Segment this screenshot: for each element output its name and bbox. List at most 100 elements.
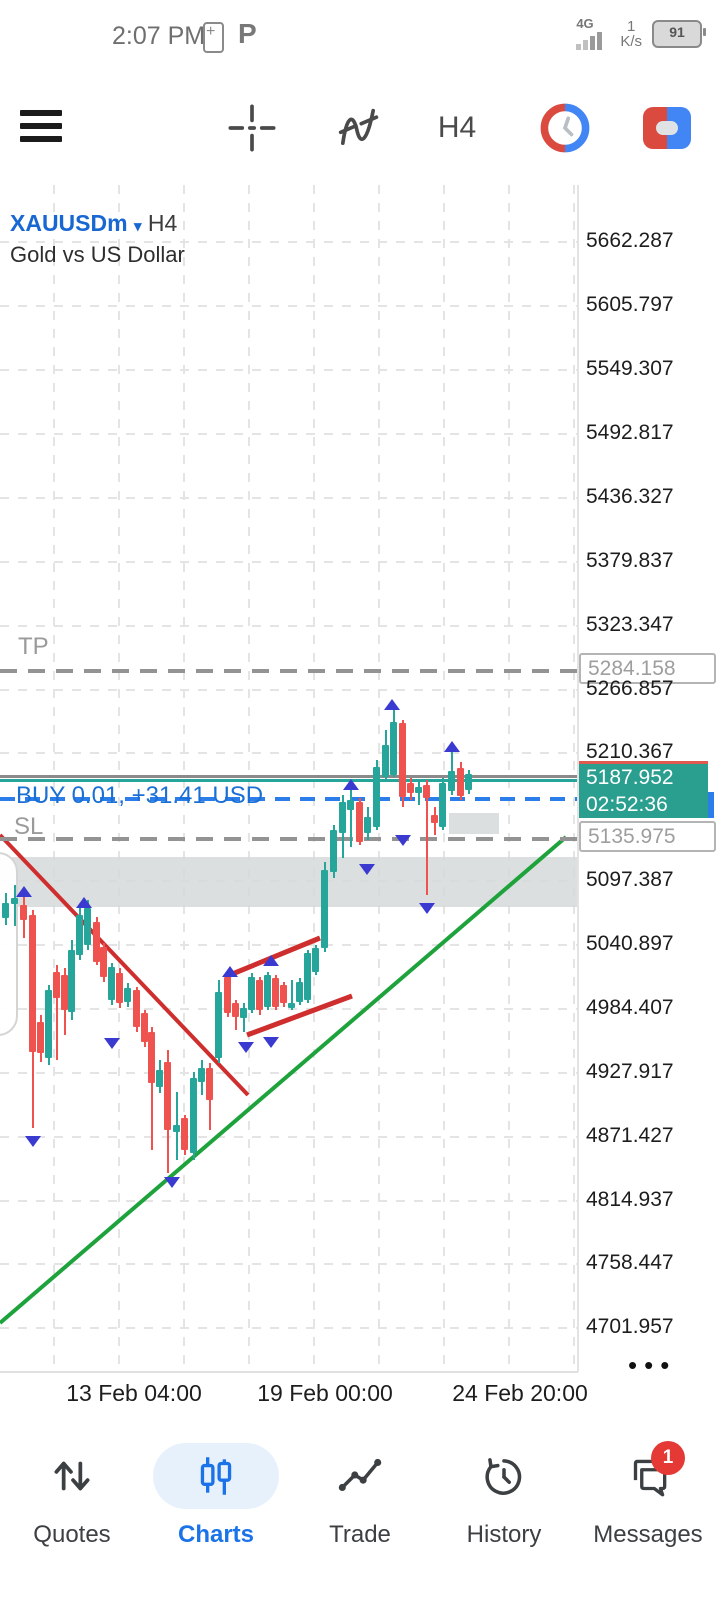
candle-body xyxy=(148,1032,155,1084)
candle-body xyxy=(37,1022,44,1053)
candle-body xyxy=(215,992,222,1059)
candle-wick xyxy=(291,980,293,1011)
v-gridline xyxy=(183,185,185,1372)
candle-body xyxy=(240,1008,247,1019)
symbol-selector[interactable]: XAUUSDm ▾ H4 xyxy=(10,210,177,237)
status-bar: 2:07 PM P 4G 1K/s 91 xyxy=(0,0,720,72)
sl-line-label: SL xyxy=(14,813,44,840)
candle-wick xyxy=(426,780,428,896)
price-axis[interactable]: 5284.158 5187.952 02:52:36 5135.975 ••• … xyxy=(578,185,720,1380)
candle-body xyxy=(439,783,446,828)
candle-body xyxy=(390,722,397,776)
time-axis: 13 Feb 04:00 19 Feb 00:00 24 Feb 20:00 xyxy=(0,1372,720,1418)
charts-icon xyxy=(191,1451,241,1501)
candle-body xyxy=(382,745,389,778)
v-gridline xyxy=(248,185,250,1372)
candle-body xyxy=(264,975,271,1008)
h-gridline xyxy=(0,560,578,563)
price-chart[interactable]: XAUUSDm ▾ H4 Gold vs US Dollar TP BUY 0.… xyxy=(0,185,720,1380)
price-tick-label: 5662.287 xyxy=(586,229,674,253)
menu-icon[interactable] xyxy=(20,110,62,144)
h-gridline xyxy=(0,432,578,435)
h-gridline xyxy=(0,369,578,372)
candle-body xyxy=(76,914,83,956)
crosshair-icon[interactable] xyxy=(226,102,278,154)
nav-charts-label: Charts xyxy=(177,1521,255,1548)
position-open-line[interactable] xyxy=(0,797,578,801)
candle-body xyxy=(190,1078,197,1154)
candle-body xyxy=(2,902,9,918)
chart-plot-area[interactable] xyxy=(0,185,578,1372)
price-tick-label: 4814.937 xyxy=(586,1187,674,1211)
nav-history-label: History xyxy=(466,1521,542,1548)
position-label[interactable]: BUY 0.01, +31.41 USD xyxy=(16,782,264,809)
tp-line-label: TP xyxy=(18,633,49,660)
sl-line[interactable] xyxy=(0,836,578,841)
chevron-down-icon: ▾ xyxy=(133,218,142,235)
time-tick-label: 19 Feb 00:00 xyxy=(257,1380,393,1406)
clock-text: 2:07 PM xyxy=(112,22,206,50)
chart-menu-dots[interactable]: ••• xyxy=(628,1350,677,1380)
candle-body xyxy=(465,774,472,790)
candle-body xyxy=(108,967,115,1001)
nav-charts[interactable]: Charts xyxy=(144,1425,288,1565)
candle-body xyxy=(198,1068,205,1083)
buy-signal-arrow-icon xyxy=(444,741,460,752)
candle-body xyxy=(321,870,328,949)
nav-quotes[interactable]: Quotes xyxy=(0,1425,144,1565)
price-tick-label: 5492.817 xyxy=(586,420,674,444)
sell-signal-arrow-icon xyxy=(164,1177,180,1188)
trading-sessions-icon[interactable] xyxy=(539,102,591,154)
messages-icon: 1 xyxy=(623,1441,685,1501)
h-gridline xyxy=(0,1199,578,1202)
bar-countdown-timer: 02:52:36 xyxy=(586,793,668,816)
time-tick-label: 24 Feb 20:00 xyxy=(452,1380,588,1406)
timeframe-button[interactable]: H4 xyxy=(437,111,477,144)
candle-body xyxy=(423,785,430,799)
messages-badge: 1 xyxy=(651,1441,685,1475)
h-gridline xyxy=(0,1327,578,1330)
network-speed-label: 1 K/s xyxy=(620,18,642,50)
h-gridline xyxy=(0,944,578,947)
price-tick-label: 4701.957 xyxy=(586,1315,674,1339)
sell-signal-arrow-icon xyxy=(263,1037,279,1048)
carrier-icon: P xyxy=(238,18,257,49)
nav-history[interactable]: History xyxy=(432,1425,576,1565)
axis-divider xyxy=(577,185,579,1372)
h-gridline xyxy=(0,1007,578,1010)
v-gridline xyxy=(573,185,575,1372)
trendline-object xyxy=(0,833,250,1097)
nav-trade[interactable]: Trade xyxy=(288,1425,432,1565)
buy-signal-arrow-icon xyxy=(343,779,359,790)
candle-body xyxy=(373,767,380,828)
trade-icon xyxy=(335,1451,385,1501)
countdown-nub xyxy=(708,792,714,818)
candle-wick xyxy=(151,1027,153,1151)
sell-signal-arrow-icon xyxy=(395,835,411,846)
price-tick-label: 5436.327 xyxy=(586,484,674,508)
candle-body xyxy=(280,985,287,1004)
candle-wick xyxy=(14,884,16,926)
h-gridline xyxy=(0,1263,578,1266)
indicators-icon[interactable] xyxy=(332,102,384,154)
sell-signal-arrow-icon xyxy=(238,1042,254,1053)
horizontal-line-object[interactable] xyxy=(0,775,578,778)
candle-body xyxy=(431,814,438,823)
bid-price-line[interactable] xyxy=(0,778,578,782)
candle-body xyxy=(399,723,406,798)
candle-body xyxy=(20,904,27,920)
chart-mode-icon[interactable] xyxy=(641,102,693,154)
price-tick-label: 5323.347 xyxy=(586,612,674,636)
v-gridline xyxy=(53,185,55,1372)
tp-line[interactable] xyxy=(0,668,578,673)
quotes-icon xyxy=(47,1451,97,1501)
candle-body xyxy=(53,972,60,999)
price-tick-label: 4758.447 xyxy=(586,1251,674,1275)
price-tick-label: 5210.367 xyxy=(586,740,674,764)
nav-messages[interactable]: 1 Messages xyxy=(576,1425,720,1565)
buy-signal-arrow-icon xyxy=(16,886,32,897)
h-gridline xyxy=(0,752,578,755)
network-type-label: 4G xyxy=(576,16,594,31)
buy-signal-arrow-icon xyxy=(76,897,92,908)
candle-body xyxy=(156,1070,163,1088)
